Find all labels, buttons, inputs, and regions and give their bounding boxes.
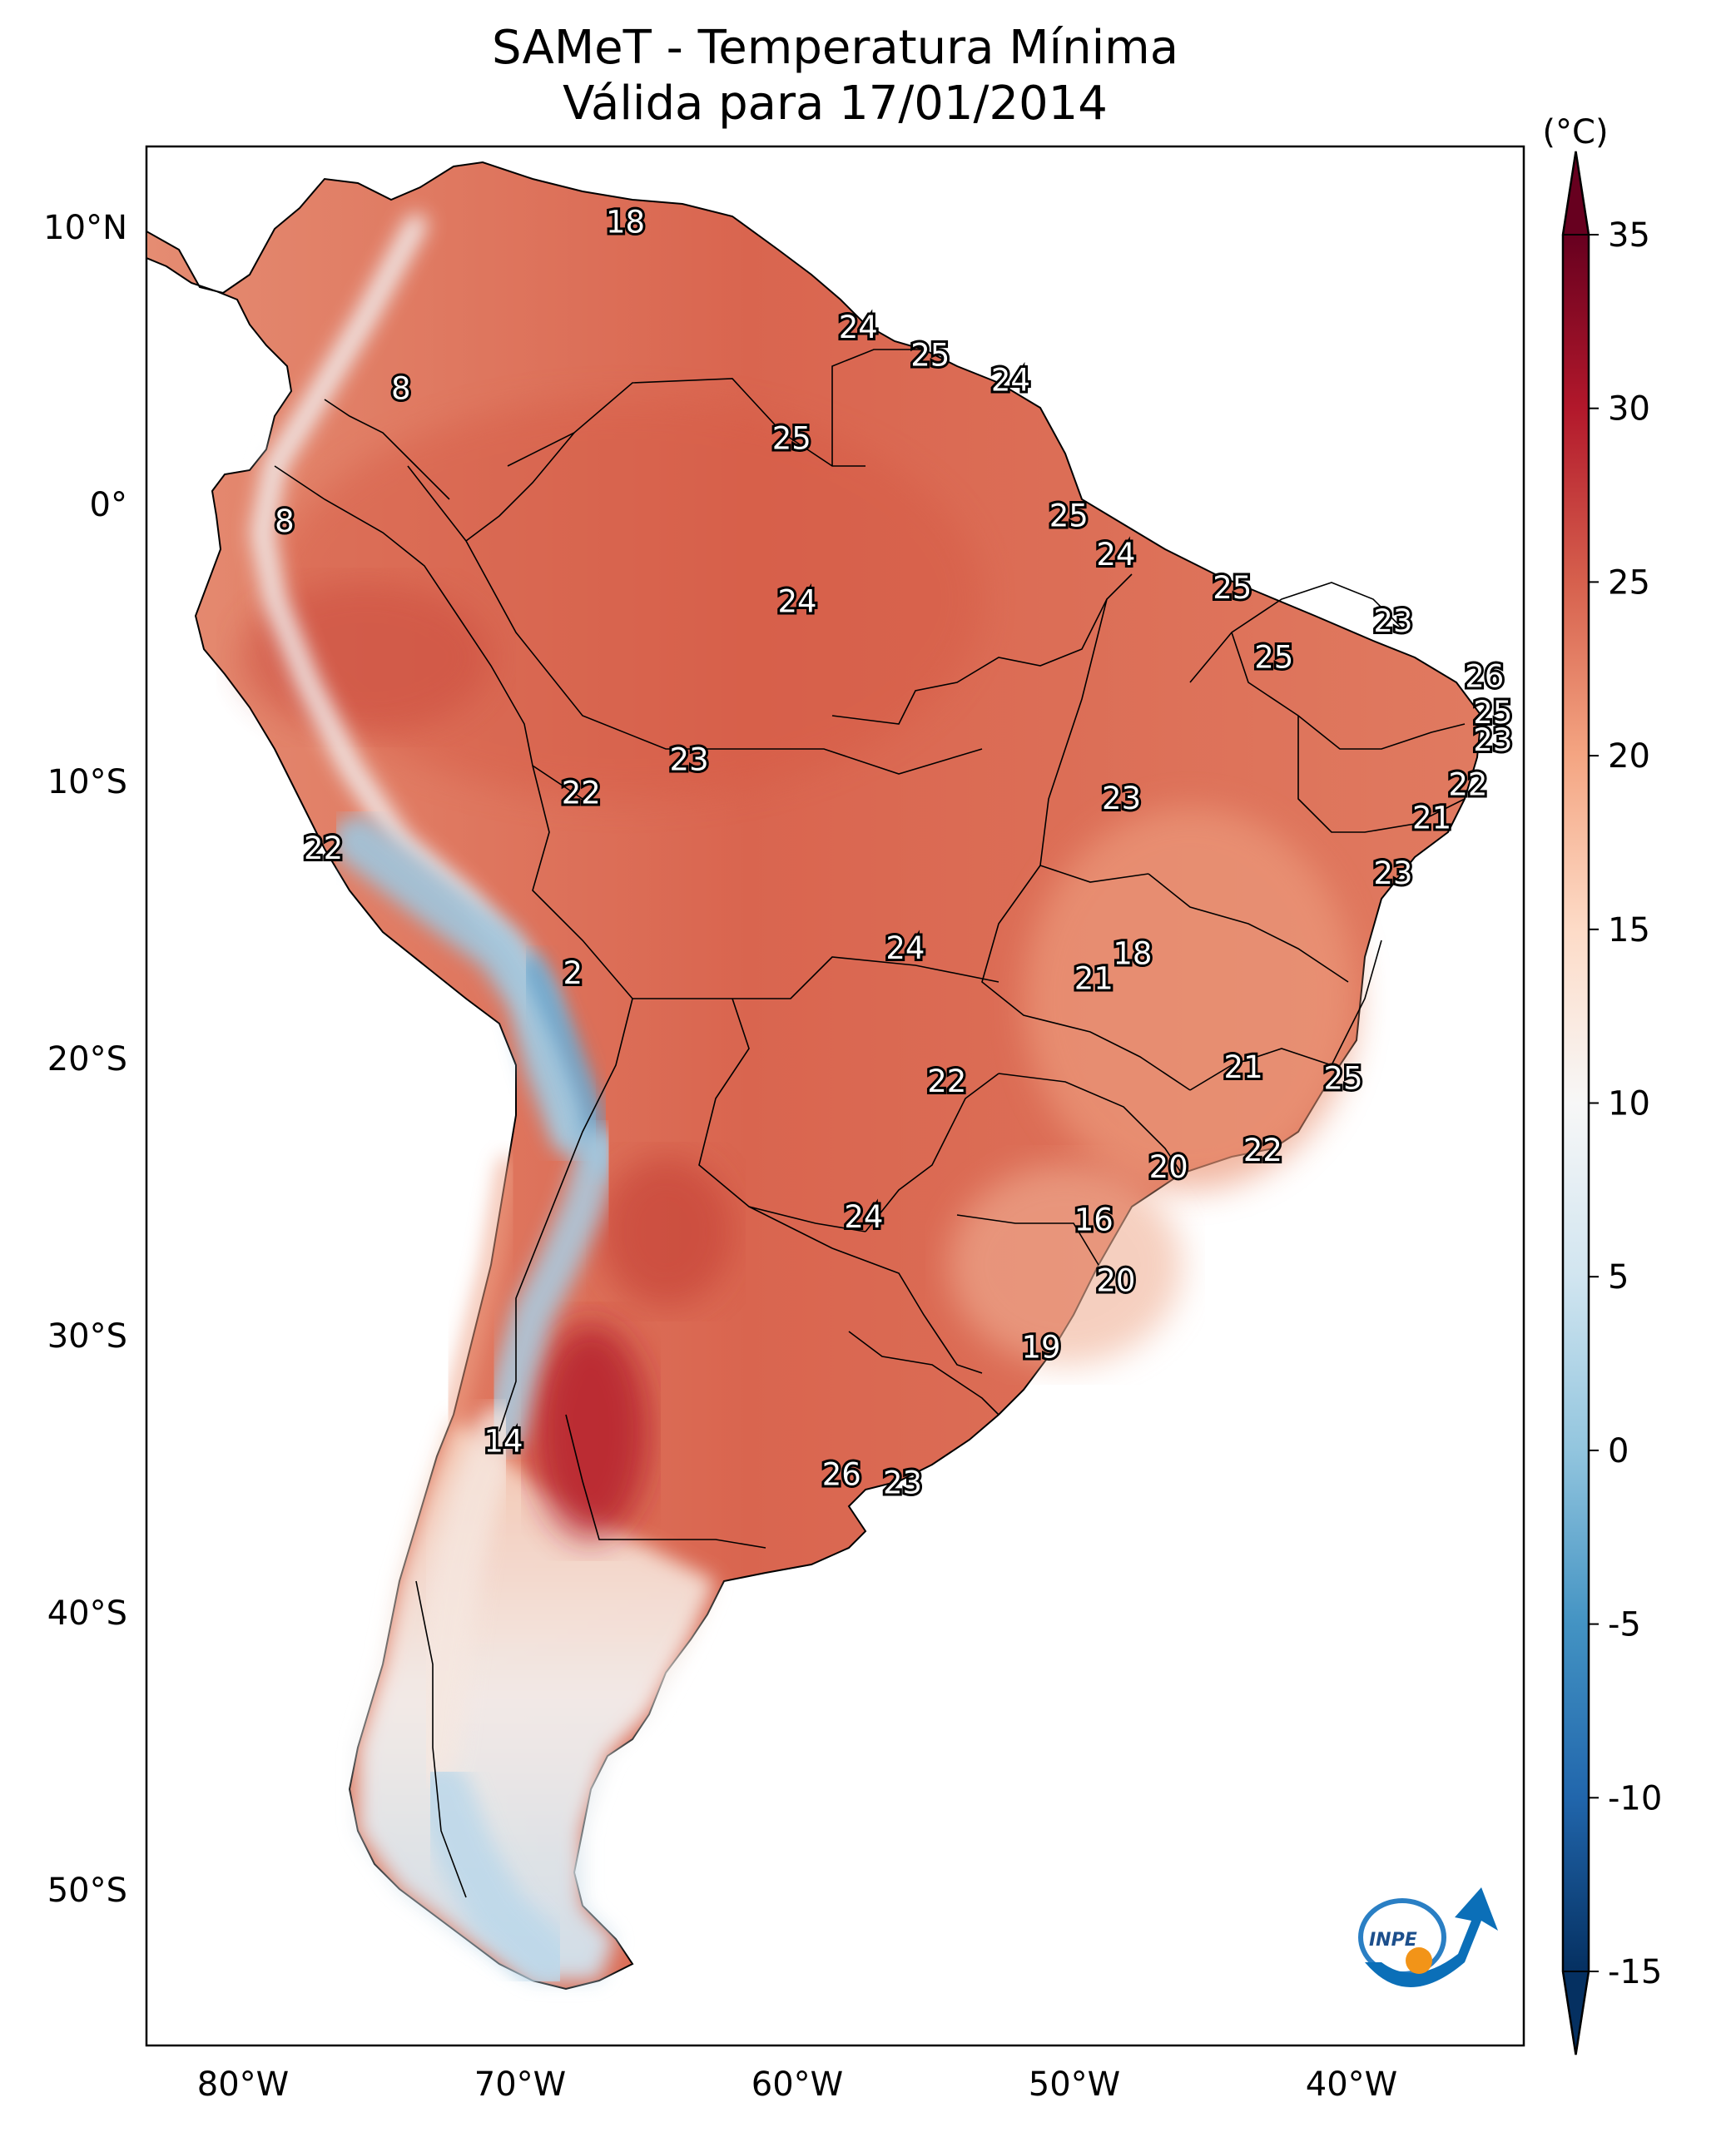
- lat-label: 0°: [90, 486, 127, 524]
- colorbar-unit: (°C): [1542, 113, 1608, 151]
- station-value-label: 21: [1224, 1049, 1263, 1085]
- station-value-label: 25: [1213, 570, 1252, 606]
- station-value-label: 23: [1373, 855, 1412, 891]
- colorbar-gradient: [1563, 235, 1589, 1971]
- lat-label: 20°S: [47, 1040, 127, 1078]
- colorbar-tick-label: 30: [1608, 390, 1650, 429]
- colorbar-ticks: 35 30 25 20 15 10 5 0 -5 -10 -15: [1589, 216, 1662, 1991]
- lat-label: 50°S: [47, 1872, 127, 1910]
- colorbar-max-arrow: [1561, 151, 1590, 236]
- station-value-label: 21: [1074, 961, 1114, 997]
- lat-label: 30°S: [47, 1317, 127, 1356]
- colorbar-min-arrow: [1561, 1971, 1590, 2055]
- lat-label: 10°N: [43, 209, 127, 247]
- station-value-label: 8: [391, 370, 411, 406]
- station-value-label: 8: [275, 503, 295, 539]
- station-value-label: 20: [1096, 1263, 1135, 1299]
- station-value-label: 25: [772, 420, 811, 456]
- lon-label: 60°W: [751, 2065, 843, 2104]
- station-value-label: 24: [991, 362, 1030, 398]
- lon-label: 70°W: [474, 2065, 566, 2104]
- latitude-labels: 10°N 0° 10°S 20°S 30°S 40°S 50°S: [43, 209, 127, 1910]
- station-value-label: 19: [1021, 1330, 1060, 1366]
- station-value-label: 25: [1473, 695, 1512, 731]
- station-value-label: 26: [822, 1457, 861, 1493]
- station-value-label: 22: [927, 1064, 966, 1099]
- colorbar-tick-label: 25: [1608, 563, 1650, 602]
- colorbar-tick-label: -5: [1608, 1606, 1641, 1644]
- colorbar-tick-label: 15: [1608, 911, 1650, 950]
- station-value-label: 2: [563, 955, 583, 991]
- station-value-label: 25: [1254, 639, 1293, 675]
- station-value-label: 24: [885, 930, 925, 966]
- longitude-labels: 80°W 70°W 60°W 50°W 40°W: [197, 2065, 1397, 2104]
- colorbar-tick-label: -15: [1608, 1953, 1662, 1991]
- svg-text:INPE: INPE: [1369, 1930, 1417, 1951]
- station-value-label: 22: [562, 776, 601, 811]
- station-value-label: 18: [606, 205, 645, 240]
- colorbar: (°C) 35 30 25 20 15 10 5 0 -5 -10 -15: [1542, 113, 1662, 2055]
- station-value-label: 24: [844, 1199, 883, 1235]
- colorbar-tick-label: 35: [1608, 216, 1650, 255]
- station-value-label: 23: [1102, 781, 1141, 816]
- station-value-label: 24: [1096, 537, 1135, 573]
- station-value-label: 18: [1113, 936, 1152, 972]
- inpe-logo-arrow-icon: [1365, 1887, 1498, 1987]
- station-value-label: 23: [1373, 603, 1412, 639]
- station-value-label: 20: [1149, 1149, 1188, 1185]
- station-value-label: 22: [304, 831, 343, 866]
- station-value-label: 23: [883, 1465, 922, 1501]
- station-value-label: 14: [484, 1424, 523, 1460]
- station-value-label: 16: [1074, 1202, 1114, 1237]
- colorbar-tick-label: 5: [1608, 1258, 1629, 1297]
- station-value-label: 23: [1473, 722, 1512, 758]
- inpe-logo: INPE: [1358, 1887, 1498, 1987]
- lon-label: 40°W: [1306, 2065, 1397, 2104]
- station-value-label: 25: [1323, 1061, 1362, 1097]
- country-borders: [274, 349, 1466, 1898]
- station-value-label: 24: [777, 584, 816, 620]
- station-value-label: 22: [1243, 1133, 1282, 1168]
- lon-label: 80°W: [197, 2065, 289, 2104]
- station-value-label: 24: [839, 310, 878, 345]
- station-value-label: 25: [910, 337, 950, 373]
- colorbar-tick-label: 20: [1608, 737, 1650, 776]
- station-value-label: 21: [1412, 801, 1451, 836]
- map-title: SAMeT - Temperatura Mínima: [491, 21, 1179, 75]
- lon-label: 50°W: [1029, 2065, 1120, 2104]
- lat-label: 40°S: [47, 1594, 127, 1633]
- lat-label: 10°S: [47, 763, 127, 801]
- colorbar-tick-label: -10: [1608, 1779, 1662, 1817]
- station-value-label: 22: [1448, 767, 1487, 803]
- colorbar-tick-label: 10: [1608, 1085, 1650, 1123]
- station-value-label: 23: [670, 742, 709, 778]
- station-value-label: 25: [1049, 498, 1089, 534]
- inpe-logo-dot-icon: [1406, 1947, 1432, 1974]
- station-value-label: 26: [1465, 659, 1504, 695]
- colorbar-tick-label: 0: [1608, 1432, 1629, 1470]
- map-area: [146, 161, 1483, 1993]
- map-subtitle: Válida para 17/01/2014: [563, 77, 1108, 131]
